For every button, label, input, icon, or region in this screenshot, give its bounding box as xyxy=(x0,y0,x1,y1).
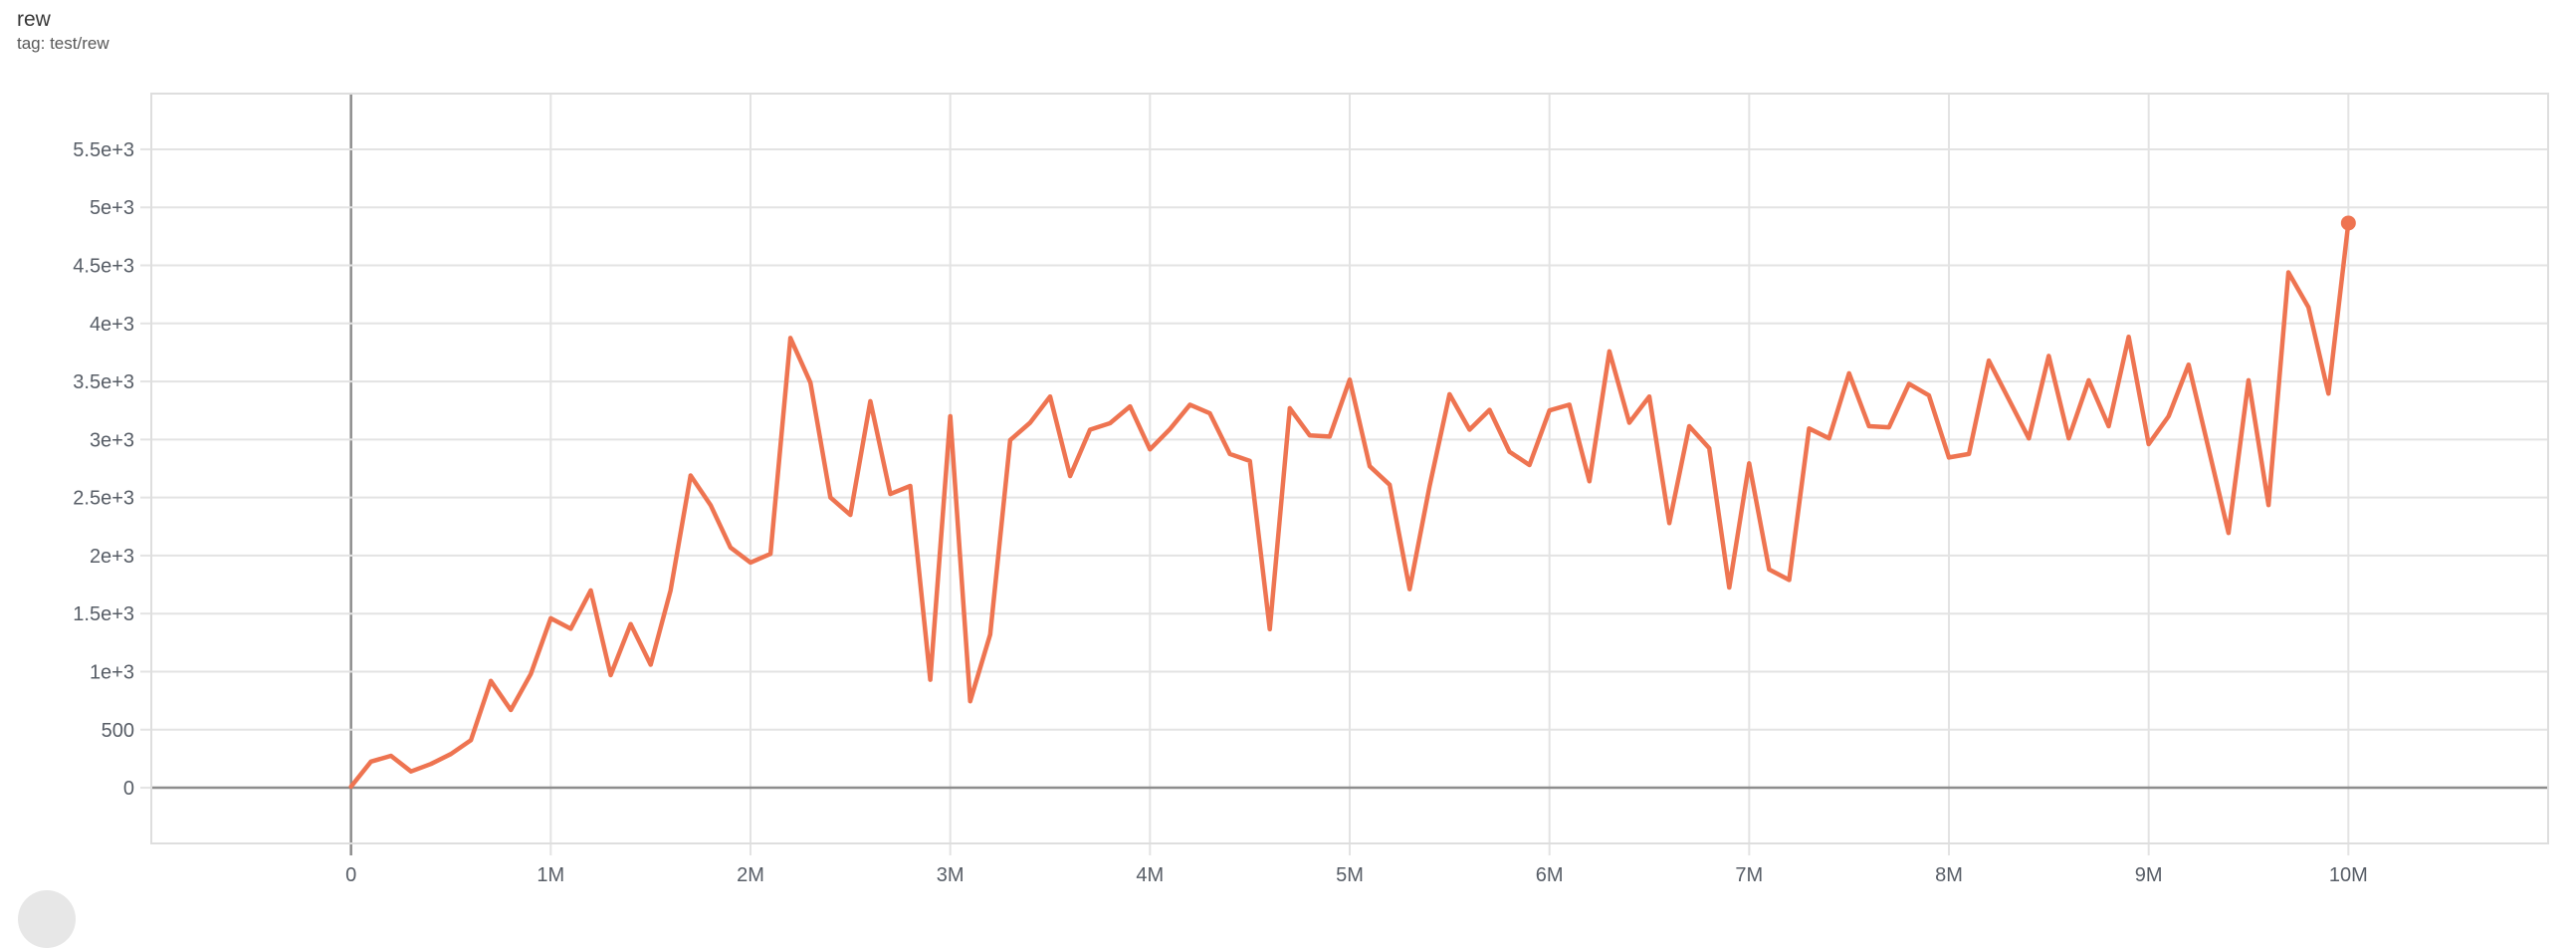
y-tick-label: 3e+3 xyxy=(90,429,134,451)
x-tick-label: 2M xyxy=(737,864,764,886)
y-tick-label: 5.5e+3 xyxy=(73,139,134,161)
y-tick-label: 1e+3 xyxy=(90,661,134,683)
chart-header: rew tag: test/rew xyxy=(17,6,109,55)
chart-svg[interactable]: 0 1M 2M 3M 4M 5M 6M 7M 8M 9M 10M 0 500 1e+3 1.5e+3 2e+3… xyxy=(0,0,2576,900)
x-tick-label: 1M xyxy=(537,864,564,886)
y-tick-label: 4.5e+3 xyxy=(73,256,134,278)
y-tick-label: 4e+3 xyxy=(90,314,134,336)
y-tick-label: 2.5e+3 xyxy=(73,488,134,510)
y-tick-label: 0 xyxy=(123,778,134,800)
reward-line-series xyxy=(348,220,2351,790)
y-tick-label: 3.5e+3 xyxy=(73,371,134,393)
y-tick-label: 1.5e+3 xyxy=(73,603,134,625)
x-tick-label: 3M xyxy=(937,864,965,886)
y-tick-label: 5e+3 xyxy=(90,197,134,219)
y-tick-label: 2e+3 xyxy=(90,546,134,568)
x-tick-label: 10M xyxy=(2329,864,2368,886)
y-tick-label: 500 xyxy=(102,720,134,742)
chart-tag-subtitle: tag: test/rew xyxy=(17,34,109,53)
x-tick-label: 7M xyxy=(1735,864,1763,886)
chart-title: rew xyxy=(17,8,51,31)
x-tick-label: 9M xyxy=(2135,864,2163,886)
x-tick-label: 6M xyxy=(1536,864,1564,886)
x-tick-label: 0 xyxy=(345,864,356,886)
x-tick-label: 4M xyxy=(1136,864,1164,886)
corner-fab[interactable] xyxy=(18,890,76,948)
x-tick-label: 8M xyxy=(1935,864,1963,886)
plot-border xyxy=(150,93,2549,844)
final-point-marker xyxy=(2340,215,2356,231)
x-tick-label: 5M xyxy=(1336,864,1364,886)
